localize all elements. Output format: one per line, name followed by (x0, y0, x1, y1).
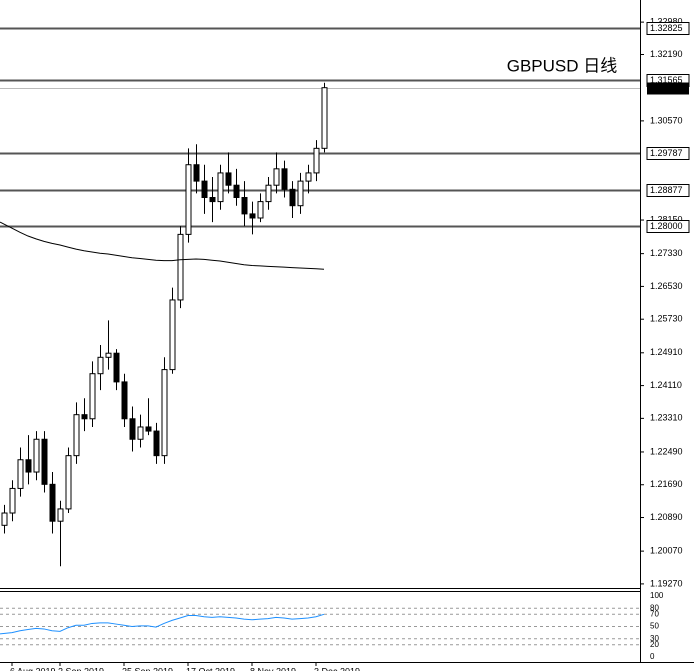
current-price-box (647, 82, 689, 95)
candle-body (17, 459, 24, 489)
y-tick-label: 1.22490 (650, 446, 683, 456)
candle-body (233, 184, 240, 199)
y-tick-label: 1.23310 (650, 413, 683, 423)
level-label: 1.31565 (650, 75, 683, 85)
candle-body (289, 188, 296, 207)
y-tick-label: 1.25730 (650, 314, 683, 324)
candle-body (105, 352, 112, 358)
candle-body (33, 438, 40, 473)
level-box (646, 147, 690, 160)
x-tick-label: 6 Aug 2019 (10, 666, 56, 671)
x-tick-label: 2 Sep 2019 (58, 666, 104, 671)
annotation: GBPUSD 日线 (507, 56, 618, 75)
level-label: 1.32825 (650, 23, 683, 33)
candle-body (145, 426, 152, 432)
y-tick-label: 1.32190 (650, 49, 683, 59)
candle-body (265, 184, 272, 203)
candle-body (225, 172, 232, 186)
candle-body (257, 201, 264, 219)
candle-body (305, 172, 312, 182)
level-box (646, 220, 690, 233)
candle-body (153, 430, 160, 457)
candle-body (25, 459, 32, 473)
candle-body (1, 512, 8, 526)
candle-body (137, 426, 144, 440)
rsi-tick-label: 0 (650, 652, 655, 661)
candle-body (185, 164, 192, 235)
candle-body (113, 352, 120, 383)
candle-body (297, 180, 304, 207)
candle-body (129, 418, 136, 440)
y-tick-label: 1.21690 (650, 479, 683, 489)
candle-body (217, 172, 224, 203)
candle-body (273, 168, 280, 186)
y-tick-label: 1.20890 (650, 512, 683, 522)
candle-body (177, 233, 184, 301)
level-label: 1.28000 (650, 221, 683, 231)
y-tick-label: 1.32980 (650, 17, 683, 27)
candle-body (57, 508, 64, 522)
rsi-tick-label: 20 (650, 640, 659, 649)
candle-body (121, 381, 128, 420)
x-tick-label: 8 Nov 2019 (250, 666, 296, 671)
candle-body (321, 87, 328, 149)
x-tick-label: 25 Sep 2019 (122, 666, 173, 671)
rsi-tick-label: 50 (650, 622, 659, 631)
candle-body (249, 213, 256, 219)
y-tick-label: 1.30570 (650, 115, 683, 125)
level-box (646, 184, 690, 197)
candle-body (49, 483, 56, 522)
candle-body (241, 197, 248, 215)
y-tick-label: 1.20070 (650, 545, 683, 555)
candle-body (73, 414, 80, 457)
y-tick-label: 1.27330 (650, 248, 683, 258)
rsi-tick-label: 80 (650, 603, 659, 612)
level-label: 1.28877 (650, 185, 683, 195)
y-tick-label: 1.26530 (650, 281, 683, 291)
candle-body (281, 168, 288, 190)
moving-average (0, 221, 325, 270)
rsi-tick-label: 70 (650, 609, 659, 618)
rsi-tick-label: 100 (650, 591, 664, 600)
candle-body (89, 373, 96, 420)
candle-body (41, 438, 48, 485)
y-tick-label: 1.24910 (650, 347, 683, 357)
candle-body (97, 356, 104, 375)
candle-body (209, 197, 216, 203)
x-tick-label: 17 Oct 2019 (186, 666, 235, 671)
current-price-label: 1.31381 (650, 83, 683, 93)
level-box (646, 22, 690, 35)
x-tick-label: 3 Dec 2019 (314, 666, 360, 671)
y-tick-label: 1.19270 (650, 578, 683, 588)
candle-body (9, 487, 16, 514)
level-label: 1.29787 (650, 148, 683, 158)
y-tick-label: 1.24110 (650, 380, 682, 390)
candle-body (201, 180, 208, 199)
rsi-line (0, 613, 325, 635)
candle-body (65, 455, 72, 510)
candle-body (161, 369, 168, 457)
candle-body (193, 164, 200, 182)
candle-body (313, 147, 320, 174)
y-tick-label: 1.28150 (650, 214, 683, 224)
candle-body (169, 299, 176, 371)
candle-body (81, 414, 88, 420)
rsi-tick-label: 30 (650, 634, 659, 643)
